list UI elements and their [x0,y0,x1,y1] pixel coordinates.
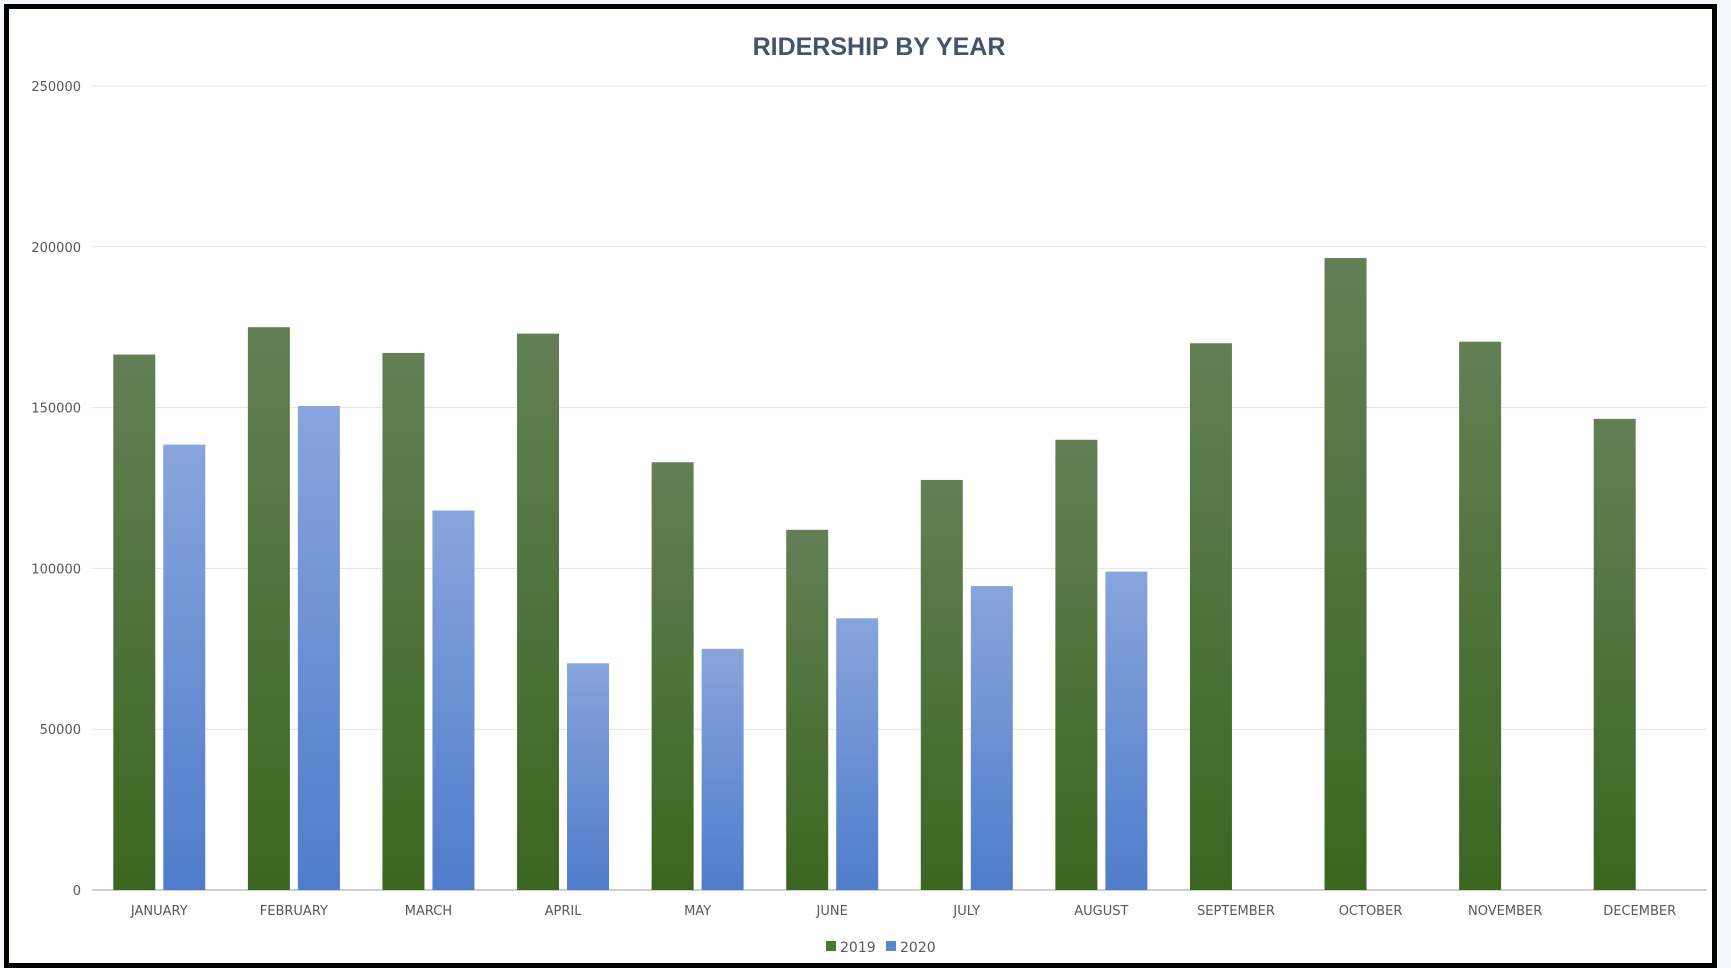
bar-2020-january [163,444,206,890]
legend-swatch-2020 [886,941,896,951]
bar-2019-august [1055,439,1098,890]
x-tick-label: APRIL [545,904,583,919]
bar-2020-may [701,648,744,890]
bar-2020-march [432,510,475,890]
legend-label-2019: 2019 [840,940,876,956]
x-tick-label: JULY [952,904,980,919]
x-tick-label: NOVEMBER [1468,904,1542,919]
gridlines [92,85,1707,891]
x-tick-label: FEBRUARY [260,904,328,919]
legend-label-2020: 2020 [900,940,936,956]
y-axis-ticks: 0 50000 100000 150000 200000 250000 [31,80,81,899]
bar-2020-june [836,618,879,890]
y-tick-label: 100000 [31,562,81,577]
x-tick-label: AUGUST [1074,904,1128,919]
x-tick-label: OCTOBER [1339,904,1403,919]
legend-swatch-2019 [826,941,836,951]
bar-2019-january [113,354,156,890]
y-tick-label: 250000 [31,80,81,95]
x-axis-ticks: JANUARY FEBRUARY MARCH APRIL MAY JUNE JULY AUGU… [130,904,1676,919]
x-tick-label: SEPTEMBER [1197,904,1275,919]
bar-2019-november [1459,341,1502,890]
bar-2019-july [920,479,963,890]
bar-2019-june [786,529,829,890]
x-tick-label: DECEMBER [1603,904,1676,919]
bars [113,258,1636,891]
bar-2019-september [1189,343,1232,890]
y-tick-label: 0 [73,884,81,899]
bar-2019-may [651,462,694,890]
bar-chart: 0 50000 100000 150000 200000 250000 JANUARY FE… [31,33,1707,956]
y-tick-label: 150000 [31,402,81,417]
y-tick-label: 50000 [40,723,81,738]
x-tick-label: JUNE [816,904,848,919]
bar-2020-july [970,586,1013,890]
chart-frame: 0 50000 100000 150000 200000 250000 JANUARY FE… [4,4,1717,968]
x-tick-label: MAY [684,904,711,919]
x-tick-label: JANUARY [130,904,188,919]
bar-2019-april [517,333,560,891]
bar-2020-february [297,405,340,890]
y-tick-label: 200000 [31,241,81,256]
chart-title: RIDERSHIP BY YEAR [753,33,1006,61]
bar-2019-march [382,352,425,891]
legend: 2019 2020 [826,940,936,956]
x-tick-label: MARCH [405,904,452,919]
bar-2019-october [1324,258,1367,890]
bar-2019-february [247,327,290,890]
bar-2020-august [1105,571,1148,890]
bar-2019-december [1593,418,1636,890]
bar-2020-april [567,663,610,890]
